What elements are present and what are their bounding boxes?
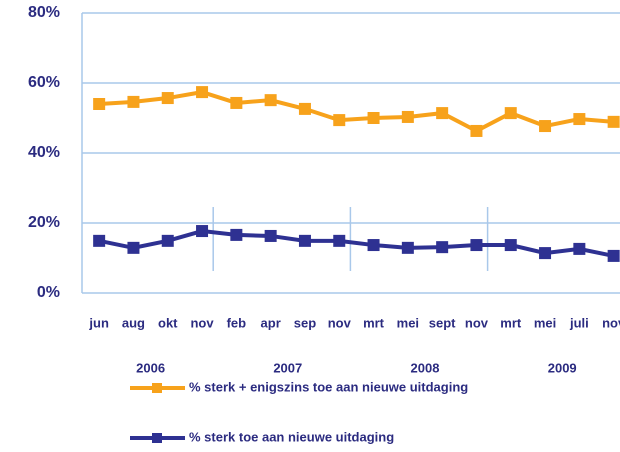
point-marker xyxy=(161,92,174,105)
point-marker xyxy=(333,114,346,127)
x-tick-label: nov xyxy=(190,315,214,330)
point-marker xyxy=(230,228,243,241)
x-tick-label: sep xyxy=(294,315,316,330)
year-label: 2006 xyxy=(136,360,165,375)
point-marker xyxy=(264,229,277,242)
x-tick-label: sept xyxy=(429,315,456,330)
point-marker xyxy=(470,239,483,252)
point-marker xyxy=(539,120,552,133)
x-tick-label: mrt xyxy=(363,315,385,330)
point-marker xyxy=(264,94,277,107)
year-label: 2008 xyxy=(411,360,440,375)
point-marker xyxy=(127,95,140,108)
y-tick-label: 80% xyxy=(28,4,60,21)
x-tick-label: mei xyxy=(397,315,419,330)
point-marker xyxy=(298,102,311,115)
year-label: 2007 xyxy=(273,360,302,375)
x-tick-label: apr xyxy=(261,315,281,330)
point-marker xyxy=(367,112,380,124)
year-label: 2009 xyxy=(548,360,577,375)
x-tick-label: mrt xyxy=(500,315,522,330)
point-marker xyxy=(401,241,414,254)
point-marker xyxy=(573,242,586,255)
point-marker xyxy=(196,86,209,99)
x-tick-label: juli xyxy=(569,315,589,330)
point-marker xyxy=(93,234,106,247)
point-marker xyxy=(161,234,174,247)
point-marker xyxy=(127,241,140,254)
point-marker xyxy=(230,96,243,109)
x-tick-label: nov xyxy=(602,315,620,330)
point-marker xyxy=(573,113,586,126)
point-marker xyxy=(436,241,449,254)
x-tick-label: nov xyxy=(465,315,489,330)
legend-marker xyxy=(152,433,162,443)
point-marker xyxy=(401,110,414,123)
point-marker xyxy=(470,124,483,137)
y-tick-label: 20% xyxy=(28,214,60,231)
series-line xyxy=(98,229,615,258)
y-tick-label: 60% xyxy=(28,74,60,91)
point-marker xyxy=(298,234,311,247)
legend-label: % sterk toe aan nieuwe uitdaging xyxy=(189,429,394,444)
point-marker xyxy=(333,234,346,247)
point-marker xyxy=(367,239,380,252)
point-marker xyxy=(504,107,517,120)
x-tick-label: mei xyxy=(534,315,556,330)
point-marker xyxy=(607,115,620,128)
legend-label: % sterk + enigszins toe aan nieuwe uitda… xyxy=(189,379,468,394)
point-marker xyxy=(539,247,552,260)
legend-marker xyxy=(152,383,162,393)
point-marker xyxy=(436,107,449,120)
point-marker xyxy=(196,225,209,238)
x-tick-label: jun xyxy=(88,315,109,330)
point-marker xyxy=(504,239,517,252)
series-line xyxy=(99,90,614,134)
x-tick-label: nov xyxy=(328,315,352,330)
x-tick-label: feb xyxy=(227,315,247,330)
y-tick-label: 0% xyxy=(37,284,60,301)
x-tick-label: aug xyxy=(122,315,145,330)
point-marker xyxy=(607,249,620,262)
point-marker xyxy=(93,98,106,110)
x-tick-label: okt xyxy=(158,315,178,330)
y-tick-label: 40% xyxy=(28,144,60,161)
